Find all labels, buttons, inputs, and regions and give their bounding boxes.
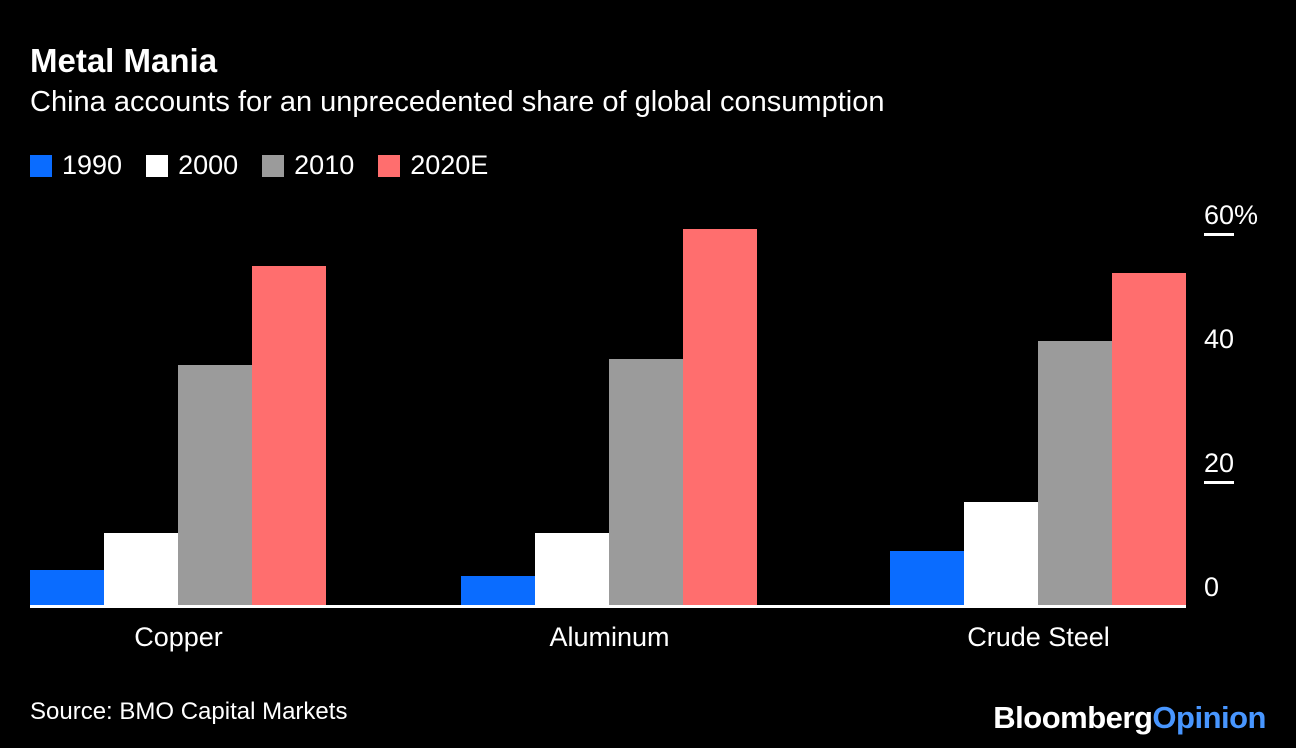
y-tick-mark [1204,233,1234,237]
legend: 1990 2000 2010 2020E [30,150,488,181]
bar-crude-steel-1990 [890,551,964,607]
legend-item-2010: 2010 [262,150,354,181]
logo-opinion: Opinion [1152,700,1266,735]
bar-crude-steel-2020e [1112,273,1186,607]
legend-label: 1990 [62,150,123,180]
legend-item-2020e: 2020E [378,150,488,181]
legend-item-1990: 1990 [30,150,122,181]
y-tick-label: 40 [1204,324,1235,355]
y-tick-label: 20 [1204,448,1235,479]
legend-label: 2010 [294,150,355,180]
legend-label: 2020E [410,150,489,180]
bar-copper-2010 [178,365,252,607]
category-label-aluminum: Aluminum [549,622,670,652]
y-tick-label: 0 [1204,572,1220,602]
chart-subtitle: China accounts for an unprecedented shar… [30,86,885,118]
bar-aluminum-2020e [683,229,757,607]
category-label-crude-steel: Crude Steel [967,622,1110,652]
legend-item-2000: 2000 [146,150,238,181]
bar-copper-2000 [104,533,178,607]
bar-group-aluminum [461,229,757,607]
bloomberg-opinion-logo: BloombergOpinion [993,700,1266,736]
bar-aluminum-2010 [609,359,683,607]
legend-swatch [30,154,52,177]
legend-label: 2000 [178,150,239,180]
chart-title: Metal Mania [30,42,218,79]
bar-aluminum-1990 [461,576,535,607]
legend-swatch [378,154,401,177]
source-note: Source: BMO Capital Markets [30,698,348,725]
bar-aluminum-2000 [535,533,609,607]
plot-area [30,223,1186,607]
y-tick-label: 60% [1204,200,1259,231]
y-tick-mark [1204,481,1234,485]
bar-group-crude-steel [890,273,1186,607]
bar-crude-steel-2000 [964,502,1038,607]
logo-bloomberg: Bloomberg [993,700,1153,735]
legend-swatch [146,154,169,177]
legend-swatch [262,154,285,177]
bar-copper-1990 [30,570,104,607]
category-label-copper: Copper [134,622,223,652]
bar-group-copper [30,266,326,607]
x-axis-baseline [30,605,1186,608]
bar-copper-2020e [252,266,326,607]
bar-crude-steel-2010 [1038,341,1112,607]
